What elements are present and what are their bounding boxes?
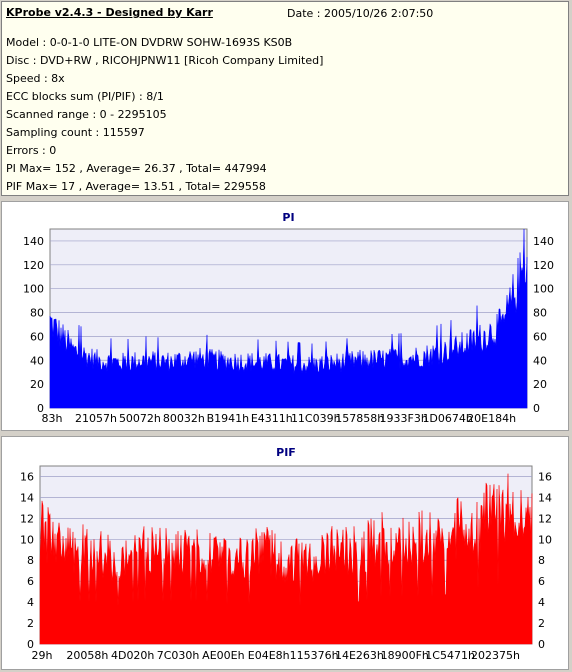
- info-panel: KProbe v2.4.3 - Designed by Karr Date : …: [1, 1, 569, 196]
- x-tick-label: B1941h: [207, 412, 250, 425]
- info-errors: Errors : 0: [6, 144, 57, 157]
- y-tick-label-left: 40: [30, 354, 44, 367]
- y-tick-label-right: 10: [538, 533, 552, 546]
- info-ecc: ECC blocks sum (PI/PIF) : 8/1: [6, 90, 164, 103]
- y-tick-label-right: 6: [538, 575, 545, 588]
- y-tick-label-left: 80: [30, 307, 44, 320]
- x-tick-label: E04E8h: [248, 649, 290, 662]
- y-tick-label-right: 40: [533, 354, 547, 367]
- x-tick-label: 202375h: [471, 649, 520, 662]
- y-tick-label-right: 140: [533, 235, 554, 248]
- app-title: KProbe v2.4.3 - Designed by Karr: [6, 6, 213, 19]
- y-tick-label-right: 100: [533, 283, 554, 296]
- y-tick-label-left: 60: [30, 330, 44, 343]
- y-tick-label-right: 120: [533, 259, 554, 272]
- series-area: [49, 228, 528, 409]
- y-tick-label-right: 8: [538, 554, 545, 567]
- info-model: Model : 0-0-1-0 LITE-ON DVDRW SOHW-1693S…: [6, 36, 293, 49]
- x-tick-label: 157858h: [335, 412, 384, 425]
- x-tick-label: 1D0674h: [422, 412, 472, 425]
- x-tick-label: 7C030h: [157, 649, 200, 662]
- x-tick-label: 21057h: [75, 412, 117, 425]
- pif-chart: PIF 0 0 2 2 4 4 6 6 8 8 10 10 12 12 14 14 16 16 29h 20058h 4D…: [20, 446, 552, 662]
- y-tick-label-right: 16: [538, 470, 552, 483]
- pif-chart-panel: PIF 0 0 2 2 4 4 6 6 8 8 10 10 12 12 14 14 16 16 29h 20058h 4D…: [1, 436, 569, 670]
- chart-title: PIF: [276, 446, 296, 459]
- y-tick-label-left: 20: [30, 378, 44, 391]
- x-tick-label: AE00Eh: [202, 649, 244, 662]
- x-tick-label: 20E184h: [467, 412, 516, 425]
- info-sampling: Sampling count : 115597: [6, 126, 145, 139]
- y-tick-label-right: 20: [533, 378, 547, 391]
- pi-chart: PI 0 0 20 20 40 40 60 60 80 80 100 100 120 120 140 140 83…: [23, 211, 554, 425]
- x-tick-label: 4D020h: [111, 649, 154, 662]
- x-tick-label: 29h: [32, 649, 53, 662]
- y-tick-label-right: 60: [533, 330, 547, 343]
- y-tick-label-right: 4: [538, 596, 545, 609]
- y-tick-label-left: 4: [27, 596, 34, 609]
- y-tick-label-left: 0: [37, 402, 44, 415]
- info-pi-summary: PI Max= 152 , Average= 26.37 , Total= 44…: [6, 162, 267, 175]
- y-tick-label-left: 10: [20, 533, 34, 546]
- y-tick-label-right: 80: [533, 307, 547, 320]
- y-tick-label-right: 0: [538, 638, 545, 651]
- y-tick-label-left: 100: [23, 283, 44, 296]
- y-tick-label-left: 12: [20, 512, 34, 525]
- x-tick-label: 83h: [42, 412, 63, 425]
- x-tick-label: 115376h: [290, 649, 339, 662]
- x-tick-label: 1C5471h: [425, 649, 475, 662]
- y-tick-label-left: 120: [23, 259, 44, 272]
- info-disc: Disc : DVD+RW , RICOHJPNW11 [Ricoh Compa…: [6, 54, 324, 67]
- y-tick-label-right: 14: [538, 491, 552, 504]
- y-tick-label-left: 16: [20, 470, 34, 483]
- y-tick-label-left: 2: [27, 617, 34, 630]
- x-tick-label: E4311h: [251, 412, 293, 425]
- y-tick-label-right: 2: [538, 617, 545, 630]
- x-tick-label: 11C039h: [291, 412, 341, 425]
- pi-chart-panel: PI 0 0 20 20 40 40 60 60 80 80 100 100 120 120 140 140 83…: [1, 201, 569, 431]
- x-tick-label: 14E263h: [335, 649, 384, 662]
- y-tick-label-left: 140: [23, 235, 44, 248]
- x-tick-label: 20058h: [66, 649, 108, 662]
- info-speed: Speed : 8x: [6, 72, 65, 85]
- y-tick-label-left: 0: [27, 638, 34, 651]
- y-tick-label-left: 14: [20, 491, 34, 504]
- y-tick-label-right: 0: [533, 402, 540, 415]
- x-tick-label: 18900Fh: [381, 649, 429, 662]
- y-tick-label-right: 12: [538, 512, 552, 525]
- info-pif-summary: PIF Max= 17 , Average= 13.51 , Total= 22…: [6, 180, 266, 193]
- info-range: Scanned range : 0 - 2295105: [6, 108, 167, 121]
- y-tick-label-left: 6: [27, 575, 34, 588]
- x-tick-label: 50072h: [119, 412, 161, 425]
- scan-date: Date : 2005/10/26 2:07:50: [287, 7, 434, 20]
- y-tick-label-left: 8: [27, 554, 34, 567]
- x-tick-label: 80032h: [163, 412, 205, 425]
- series-area: [39, 473, 533, 645]
- chart-title: PI: [282, 211, 294, 224]
- x-tick-label: 1933F3h: [380, 412, 428, 425]
